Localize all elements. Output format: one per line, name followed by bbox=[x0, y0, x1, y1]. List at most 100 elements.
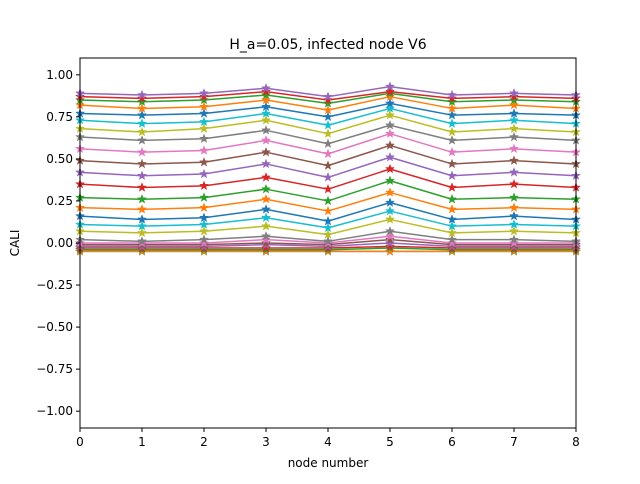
data-point bbox=[508, 225, 520, 236]
data-point bbox=[384, 86, 396, 96]
series-25 bbox=[74, 81, 582, 101]
data-point bbox=[260, 89, 272, 100]
x-tick-label: 2 bbox=[200, 435, 208, 449]
data-point bbox=[508, 143, 520, 154]
data-point bbox=[260, 230, 272, 241]
data-point bbox=[508, 202, 520, 212]
data-point bbox=[198, 87, 210, 98]
x-tick-label: 4 bbox=[324, 435, 332, 449]
data-point bbox=[198, 234, 210, 244]
data-point bbox=[136, 193, 148, 204]
x-tick-label: 6 bbox=[448, 435, 456, 449]
data-point bbox=[322, 111, 334, 122]
y-axis-label: CALI bbox=[8, 230, 22, 257]
data-point bbox=[508, 219, 520, 229]
data-point bbox=[508, 114, 520, 125]
data-point bbox=[260, 82, 272, 93]
data-point bbox=[384, 187, 396, 197]
data-point bbox=[198, 123, 210, 133]
data-point bbox=[384, 140, 396, 150]
data-point bbox=[136, 118, 148, 128]
data-point bbox=[384, 205, 396, 216]
x-tick-label: 1 bbox=[138, 435, 146, 449]
data-point bbox=[508, 131, 520, 142]
data-point bbox=[198, 133, 210, 144]
data-point bbox=[446, 227, 458, 238]
data-point bbox=[136, 93, 148, 103]
data-point bbox=[260, 101, 272, 112]
y-tick-label: −0.75 bbox=[36, 362, 73, 376]
data-point bbox=[260, 204, 272, 214]
data-point bbox=[198, 225, 210, 236]
series-16 bbox=[74, 140, 582, 170]
x-tick-label: 7 bbox=[510, 435, 518, 449]
data-point bbox=[136, 235, 148, 246]
data-point bbox=[384, 91, 396, 101]
data-point bbox=[508, 167, 520, 177]
data-point bbox=[136, 204, 148, 214]
data-point bbox=[446, 96, 458, 107]
data-point bbox=[198, 108, 210, 118]
data-point bbox=[322, 98, 334, 108]
data-point bbox=[198, 91, 210, 101]
chart-title: H_a=0.05, infected node V6 bbox=[229, 37, 426, 53]
data-point bbox=[446, 234, 458, 244]
data-point bbox=[260, 193, 272, 204]
data-point bbox=[384, 103, 396, 113]
data-point bbox=[198, 94, 210, 105]
data-point bbox=[260, 108, 272, 118]
data-point bbox=[198, 192, 210, 202]
data-point bbox=[384, 237, 396, 248]
data-point bbox=[446, 146, 458, 157]
data-point bbox=[136, 126, 148, 137]
data-point bbox=[322, 229, 334, 239]
data-point bbox=[136, 146, 148, 157]
data-point bbox=[136, 220, 148, 231]
data-point bbox=[508, 108, 520, 118]
data-point bbox=[136, 89, 148, 100]
y-tick-label: −0.25 bbox=[36, 278, 73, 292]
data-point bbox=[508, 87, 520, 98]
y-tick-label: −0.50 bbox=[36, 320, 73, 334]
data-point bbox=[446, 126, 458, 137]
data-point bbox=[198, 212, 210, 223]
data-point bbox=[322, 205, 334, 216]
series-24 bbox=[74, 86, 582, 105]
data-point bbox=[508, 237, 520, 248]
data-point bbox=[508, 94, 520, 105]
x-tick-label: 0 bbox=[76, 435, 84, 449]
data-point bbox=[260, 94, 272, 105]
data-point bbox=[198, 116, 210, 127]
data-point bbox=[136, 135, 148, 145]
data-point bbox=[446, 158, 458, 169]
data-point bbox=[384, 175, 396, 186]
data-point bbox=[260, 86, 272, 96]
data-point bbox=[136, 109, 148, 120]
data-point bbox=[260, 242, 272, 253]
data-point bbox=[446, 204, 458, 214]
data-point bbox=[198, 168, 210, 179]
data-point bbox=[136, 182, 148, 192]
data-point bbox=[136, 103, 148, 113]
data-point bbox=[136, 227, 148, 238]
data-point bbox=[508, 155, 520, 165]
data-point bbox=[198, 237, 210, 248]
x-axis-label: node number bbox=[288, 456, 369, 470]
data-point bbox=[446, 237, 458, 248]
data-point bbox=[322, 195, 334, 206]
data-point bbox=[384, 214, 396, 224]
data-point bbox=[446, 135, 458, 145]
data-point bbox=[198, 202, 210, 212]
y-tick-label: 0.25 bbox=[46, 194, 73, 208]
series-21 bbox=[74, 98, 582, 122]
data-point bbox=[260, 146, 272, 157]
data-point bbox=[260, 220, 272, 231]
y-tick-label: 0.50 bbox=[46, 152, 73, 166]
x-tick-label: 8 bbox=[572, 435, 580, 449]
data-point bbox=[446, 214, 458, 224]
data-point bbox=[322, 235, 334, 246]
data-point bbox=[322, 138, 334, 149]
y-tick-label: −1.00 bbox=[36, 404, 73, 418]
data-point bbox=[198, 180, 210, 191]
